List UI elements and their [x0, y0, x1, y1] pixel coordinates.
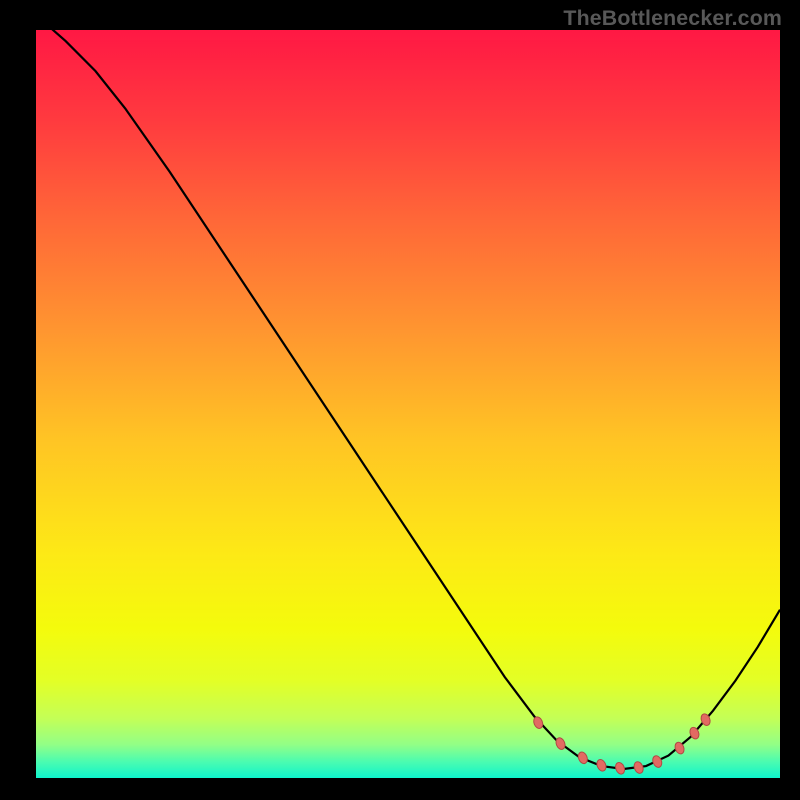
plot-area	[36, 30, 780, 778]
curve-marker	[595, 758, 607, 772]
markers-group	[532, 713, 712, 776]
curve-marker	[633, 760, 645, 774]
chart-svg	[36, 30, 780, 778]
curve-marker	[651, 754, 663, 768]
watermark-text: TheBottlenecker.com	[563, 6, 782, 31]
curve-marker	[614, 761, 626, 775]
figure-root: TheBottlenecker.com	[0, 0, 800, 800]
curve-marker	[577, 751, 589, 765]
curve-line	[36, 15, 780, 769]
